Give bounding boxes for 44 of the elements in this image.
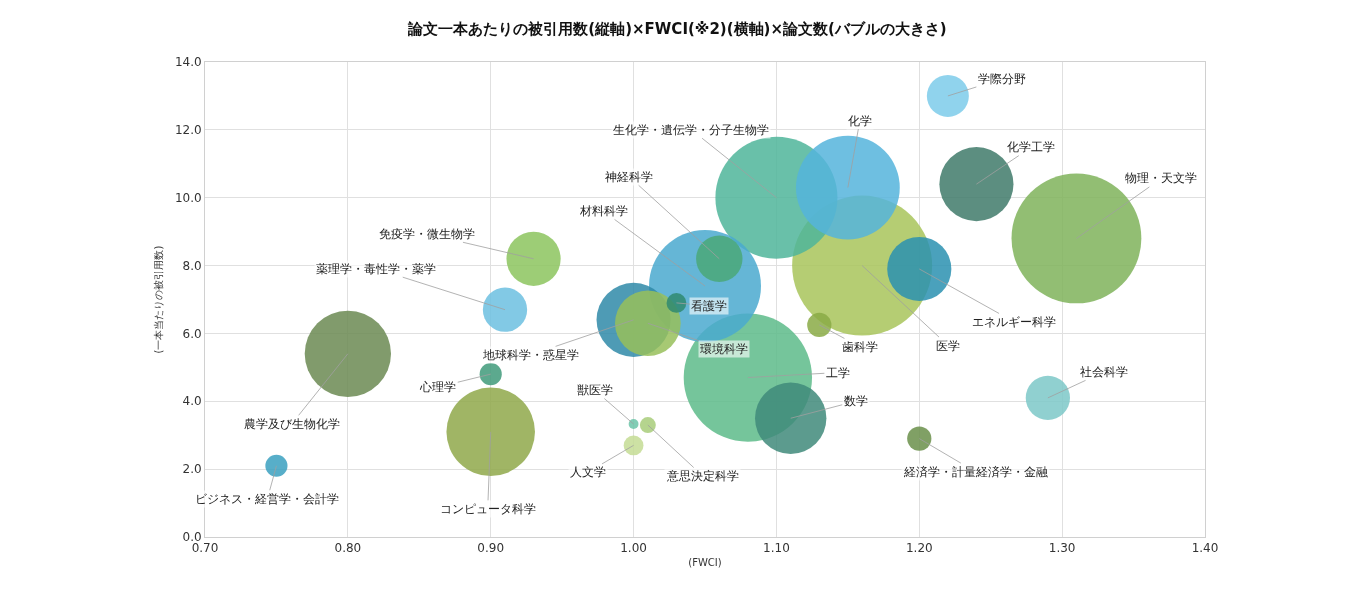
y-axis-title: (一本当たりの被引用数) xyxy=(152,245,164,354)
y-tick-label: 2.0 xyxy=(182,462,202,477)
series-label: 環境科学 xyxy=(700,342,748,356)
series-label: 社会科学 xyxy=(1080,365,1128,379)
text: 医学 xyxy=(936,339,960,353)
text: 人文学 xyxy=(570,465,606,479)
y-tick-label: 14.0 xyxy=(174,55,202,70)
series-label: 経済学・計量経済学・金融 xyxy=(903,465,1048,479)
text: 材料科学 xyxy=(579,204,628,218)
text: エネルギー科学 xyxy=(972,315,1056,329)
series-label: 工学 xyxy=(826,366,850,380)
series-label: 農学及び生物化学 xyxy=(244,417,340,431)
x-tick-label: 0.70 xyxy=(191,541,219,556)
y-tick-label: 12.0 xyxy=(174,123,202,138)
text: 神経科学 xyxy=(605,170,653,184)
series-label: 学際分野 xyxy=(978,72,1026,86)
x-tick-label: 1.00 xyxy=(620,541,647,556)
series-label: ビジネス・経営学・会計学 xyxy=(195,492,339,506)
x-tick-label: 1.30 xyxy=(1048,541,1076,556)
x-tick-label: 1.20 xyxy=(905,541,933,556)
y-tick-label: 4.0 xyxy=(182,394,202,409)
text: 薬理学・毒性学・薬学 xyxy=(316,262,436,276)
series-label: 数学 xyxy=(844,394,868,408)
chart-title: 論文一本あたりの被引用数(縦軸)×FWCI(※2)(横軸)×論文数(バブルの大きさ) xyxy=(407,20,947,39)
text: 意思決定科学 xyxy=(666,469,739,483)
x-axis-title: (FWCI) xyxy=(688,556,722,568)
text: 免疫学・微生物学 xyxy=(379,227,475,241)
y-tick-label: 6.0 xyxy=(182,326,202,341)
y-tick-label: 10.0 xyxy=(174,190,202,205)
series-label: 生化学・遺伝学・分子生物学 xyxy=(613,123,769,137)
series-label: 化学 xyxy=(848,114,872,128)
text: 心理学 xyxy=(419,380,456,394)
x-tick-label: 1.40 xyxy=(1191,541,1219,556)
text: 獣医学 xyxy=(577,383,613,397)
series-label: 物理・天文学 xyxy=(1125,171,1197,185)
y-tick-label: 8.0 xyxy=(182,258,202,273)
x-tick-label: 1.10 xyxy=(763,541,790,556)
series-label: 化学工学 xyxy=(1007,140,1055,154)
series-label: 看護学 xyxy=(691,299,727,313)
x-tick-label: 0.80 xyxy=(334,541,362,556)
text: 地球科学・惑星学 xyxy=(482,348,579,362)
x-tick-label: 0.90 xyxy=(477,541,505,556)
text: コンピュータ科学 xyxy=(440,502,536,516)
series-label: 歯科学 xyxy=(842,340,878,354)
